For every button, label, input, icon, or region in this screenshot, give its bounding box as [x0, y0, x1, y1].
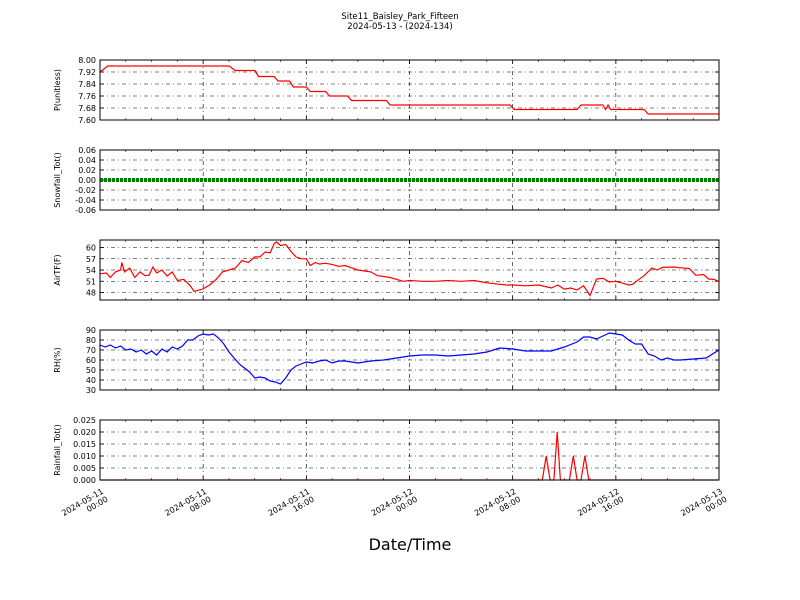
- series-line: [99, 332, 720, 385]
- y-tick-label: 7.92: [78, 68, 96, 77]
- y-tick-label: 50: [86, 366, 96, 375]
- chart-title-line2: 2024-05-13 - (2024-134): [347, 22, 452, 32]
- y-tick-label: 0.04: [78, 156, 96, 165]
- panel-3: 48 51 54 57 60 AirTF(F): [53, 239, 720, 301]
- x-axis: 2024-05-1100:00 2024-05-1108:00 2024-05-11…: [60, 487, 728, 526]
- y-tick-label: 40: [86, 376, 96, 385]
- y-axis-label: Snowfall_Tot(): [53, 152, 62, 208]
- plot-frame: [99, 419, 720, 481]
- y-tick-label: 30: [86, 386, 96, 395]
- y-tick-label: 7.76: [78, 92, 96, 101]
- y-axis-label: P(unitless): [53, 69, 62, 111]
- y-tick-label: 90: [86, 326, 96, 335]
- y-tick-label: 0.00: [78, 176, 96, 185]
- x-tick-label: 2024-05-1200:00: [370, 487, 419, 526]
- x-tick-label: 2024-05-1108:00: [163, 487, 212, 526]
- panel-2: -0.06-0.04-0.020.000.020.040.06 Snowfall_…: [53, 146, 720, 215]
- y-tick-label: -0.02: [75, 186, 96, 195]
- y-axis-label: AirTF(F): [53, 254, 62, 285]
- plot-frame: [99, 149, 720, 211]
- y-axis-label: RH(%): [53, 347, 62, 372]
- x-tick-label: 2024-05-1300:00: [679, 487, 728, 526]
- y-tick-label: 0.02: [78, 166, 96, 175]
- y-tick-label: -0.04: [75, 196, 96, 205]
- panel-1: 7.60 7.68 7.76 7.84 7.92 8.00 P(unitless): [53, 56, 720, 125]
- y-tick-label: 8.00: [78, 56, 96, 65]
- plot-frame: [99, 329, 720, 391]
- y-tick-label: 0.06: [78, 146, 96, 155]
- y-tick-label: 0.005: [73, 464, 96, 473]
- panels: 7.60 7.68 7.76 7.84 7.92 8.00 P(unitless) -0.06…: [53, 56, 720, 485]
- series-line: [99, 65, 719, 115]
- panel-5: 0.000 0.005 0.010 0.015 0.020 0.025 Rainfall_T…: [53, 416, 720, 485]
- y-tick-label: 57: [86, 255, 96, 264]
- y-tick-label: 7.60: [78, 116, 96, 125]
- y-tick-label: 60: [86, 356, 96, 365]
- plot-frame: [99, 239, 720, 301]
- x-tick-label: 2024-05-1116:00: [267, 487, 316, 526]
- y-tick-label: 7.84: [78, 80, 96, 89]
- y-tick-label: 80: [86, 336, 96, 345]
- y-tick-label: 0.020: [73, 428, 96, 437]
- x-tick-label: 2024-05-1208:00: [473, 487, 522, 526]
- y-tick-label: 51: [86, 277, 96, 286]
- y-tick-label: 7.68: [78, 104, 96, 113]
- chart-title-line1: Site11_Baisley_Park_Fifteen: [341, 12, 458, 22]
- y-tick-label: 60: [86, 244, 96, 253]
- series-line: [99, 241, 720, 297]
- y-tick-label: 0.015: [73, 440, 96, 449]
- y-tick-label: 0.000: [73, 476, 96, 485]
- y-tick-label: 0.025: [73, 416, 96, 425]
- y-tick-label: -0.06: [75, 206, 96, 215]
- y-tick-label: 54: [86, 266, 96, 275]
- y-tick-label: 70: [86, 346, 96, 355]
- y-tick-label: 48: [86, 289, 96, 298]
- plot-frame: [99, 59, 720, 121]
- y-axis-label: Rainfall_Tot(): [53, 424, 62, 476]
- x-tick-label: 2024-05-1216:00: [576, 487, 625, 526]
- y-tick-label: 0.010: [73, 452, 96, 461]
- x-axis-label: Date/Time: [369, 535, 452, 554]
- x-tick-label: 2024-05-1100:00: [60, 487, 109, 526]
